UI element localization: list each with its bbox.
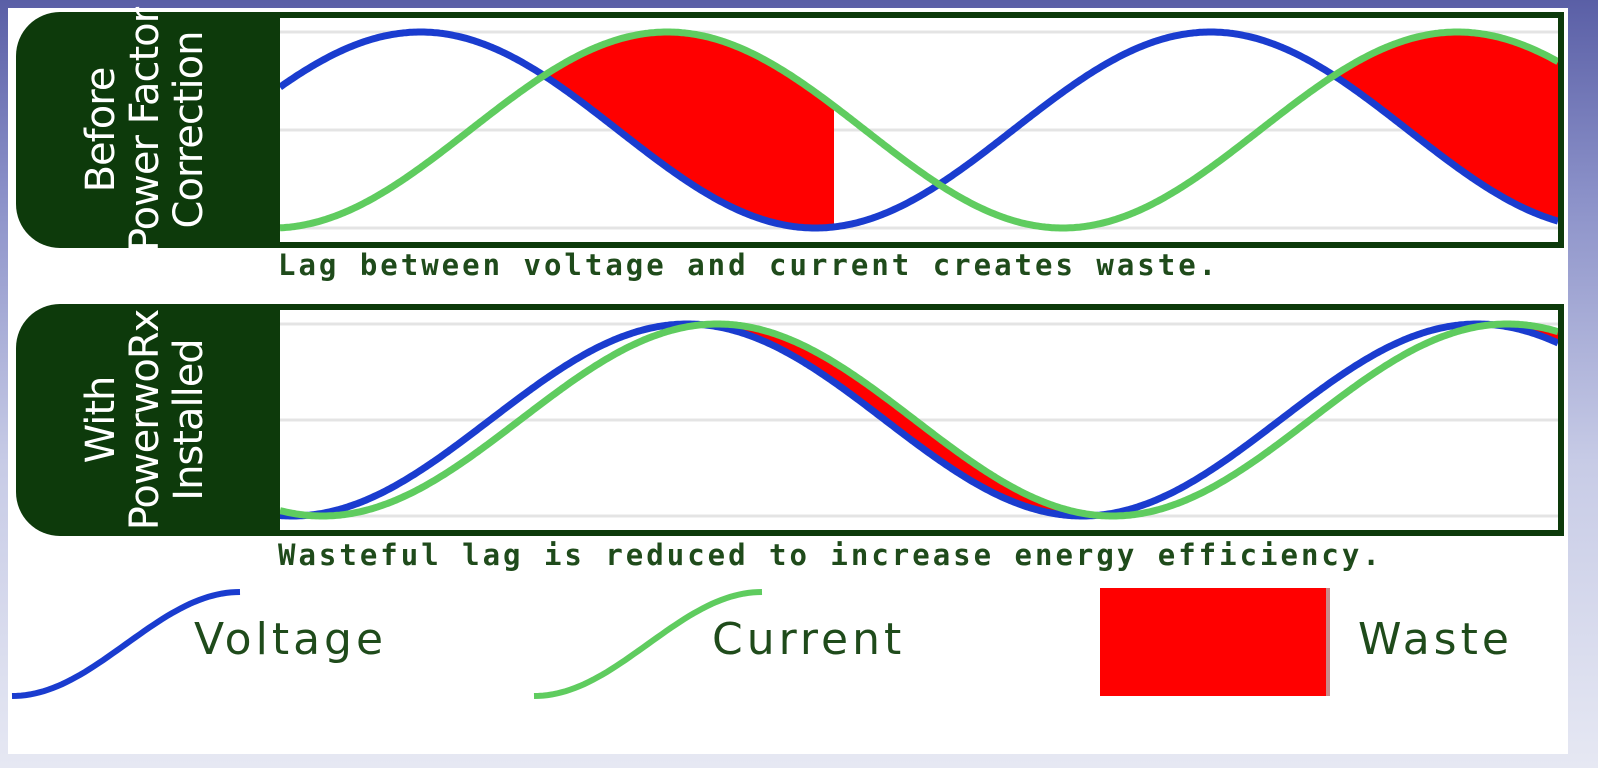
panel-with-label: With PowerwoRx Installed <box>16 304 274 536</box>
panel-before-label: Before Power Factor Correction <box>16 8 274 252</box>
legend-current-icon <box>533 589 763 699</box>
panel-with-label-line-1: With <box>78 376 124 464</box>
legend-waste-label: Waste <box>1358 614 1513 665</box>
legend-voltage-label: Voltage <box>194 614 388 665</box>
legend-current-label: Current <box>712 614 906 665</box>
legend-voltage-icon <box>11 589 241 699</box>
panel-with-label-line-3: Installed <box>166 339 212 501</box>
waveform-plot-before <box>274 12 1564 248</box>
with-voltage-wave <box>280 320 1558 520</box>
legend-waste-swatch <box>1100 588 1330 696</box>
with-current-wave <box>280 320 1558 520</box>
diagram-canvas: Before Power Factor Correction Lag betwe… <box>8 8 1568 754</box>
caption-before: Lag between voltage and current creates … <box>278 248 1220 282</box>
panel-with-label-text: With PowerwoRx Installed <box>78 309 212 531</box>
panel-before-label-line-2: Power Factor <box>122 7 168 253</box>
waveform-plot-with <box>274 304 1564 536</box>
panel-before-label-line-1: Before <box>78 67 124 193</box>
waveform-svg-with <box>280 320 1558 520</box>
before-current-wave <box>280 28 1558 232</box>
panel-before-label-line-3: Correction <box>166 31 212 229</box>
before-voltage-wave <box>280 28 1558 232</box>
caption-with: Wasteful lag is reduced to increase ener… <box>278 538 1383 572</box>
panel-before-label-text: Before Power Factor Correction <box>78 7 212 253</box>
waveform-svg-before <box>280 28 1558 232</box>
panel-with-label-line-2: PowerwoRx <box>122 309 168 531</box>
